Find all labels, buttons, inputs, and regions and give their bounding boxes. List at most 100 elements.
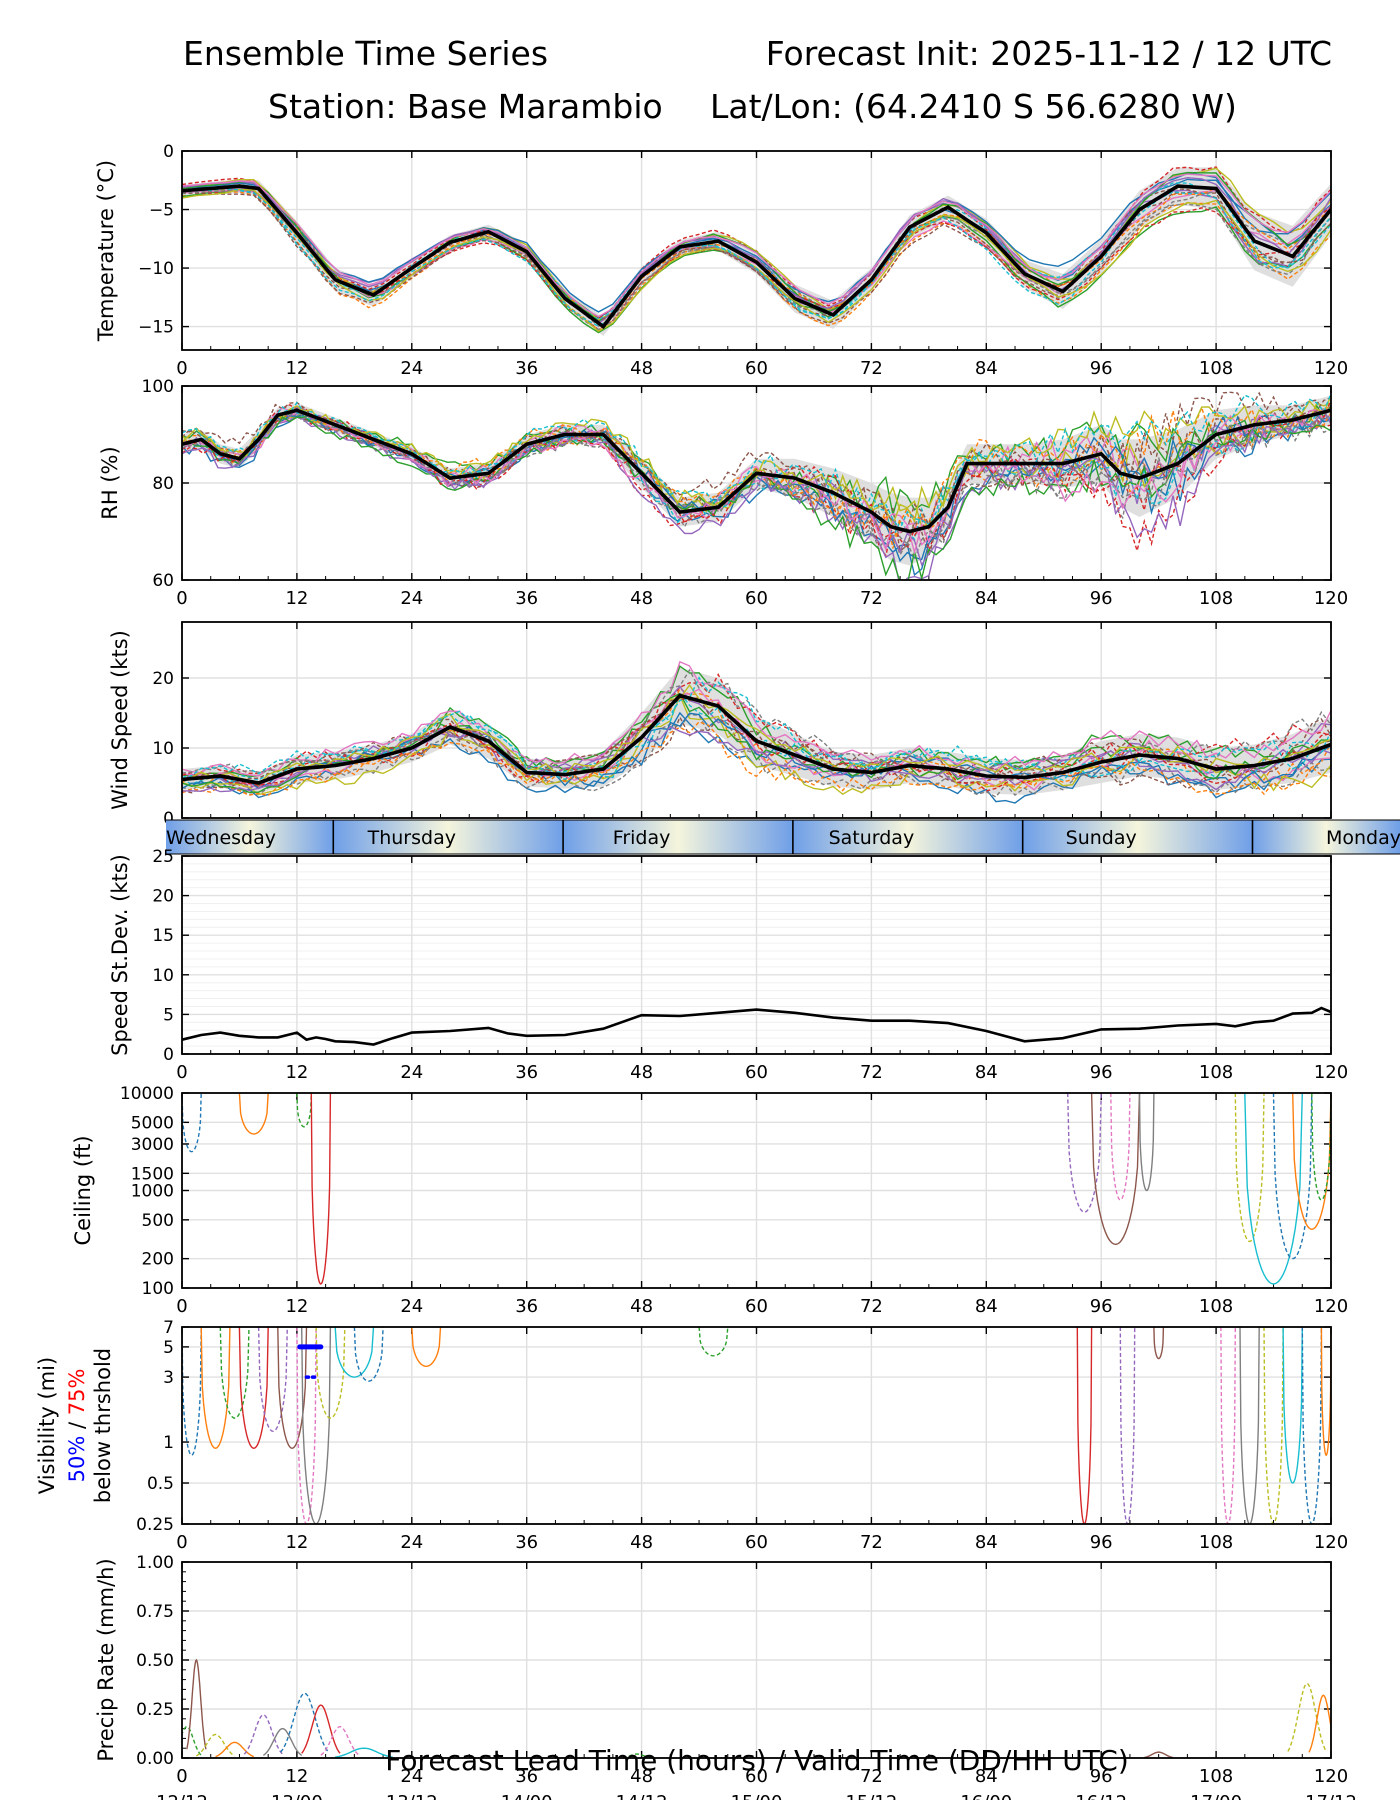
day-label: Monday — [1326, 827, 1400, 849]
wind_speed-member-line — [182, 683, 1331, 786]
x-tick-label: 48 — [630, 1766, 653, 1787]
y-tick-label: 1.00 — [136, 1553, 174, 1573]
x-tick-label: 0 — [176, 1766, 187, 1787]
valid-time-label: 13/12 — [386, 1792, 438, 1800]
y-tick-label: 0.25 — [136, 1700, 174, 1720]
valid-time-label: 14/00 — [501, 1792, 553, 1800]
valid-time-label: 16/12 — [1075, 1792, 1127, 1800]
day-segment — [792, 820, 1023, 854]
x-tick-label: 48 — [630, 1062, 653, 1083]
x-tick-label: 108 — [1199, 588, 1233, 609]
x-tick-label: 0 — [176, 1296, 187, 1317]
y-tick-label: 20 — [152, 887, 174, 907]
temperature-member-line — [182, 186, 1331, 324]
panel-temperature: 0−5−10−150 12 24 36 48 60 72 84 96 108 120Temperat… — [94, 142, 1348, 379]
visibility-plot-area — [182, 1327, 1331, 1524]
x-tick-label: 48 — [630, 358, 653, 379]
precip-plot-area — [182, 1658, 1331, 1758]
x-tick-label: 12 — [285, 1062, 308, 1083]
y-tick-label: 0 — [163, 142, 174, 162]
panel-speed-stdev: 0 5 10 15 20 25 0 12 24 36 48 60 72 84 96 108 120 Speed S… — [108, 847, 1348, 1083]
x-tick-label: 84 — [975, 1766, 998, 1787]
visibility-member-event — [698, 1327, 729, 1357]
y-tick-label: 1000 — [131, 1182, 174, 1202]
y-tick-label: 500 — [142, 1211, 174, 1231]
wind_speed-member-line — [182, 672, 1331, 779]
visibility-member-event — [1301, 1327, 1323, 1524]
valid-time-label: 12/12 — [156, 1792, 208, 1800]
x-tick-label: 12 — [285, 1532, 308, 1553]
ceiling-member-event — [1138, 1093, 1155, 1192]
x-tick-label: 108 — [1199, 358, 1233, 379]
ceiling-member-event — [182, 1093, 202, 1153]
y-tick-label: 100 — [142, 377, 174, 397]
day-segment — [166, 820, 334, 854]
precip-member-event — [320, 1725, 360, 1756]
speed-stdev-line — [181, 1006, 1332, 1046]
rh-member-line — [182, 391, 1331, 534]
rh-member-line — [182, 395, 1331, 524]
y-tick-label: 10 — [152, 966, 174, 986]
y-tick-label: −5 — [149, 201, 174, 221]
y-tick-label: −10 — [138, 259, 174, 279]
precip-member-event — [301, 1704, 341, 1754]
x-tick-label: 24 — [400, 1062, 423, 1083]
day-segment — [333, 820, 564, 854]
x-tick-label: 60 — [745, 1766, 768, 1787]
x-tick-label: 60 — [745, 1296, 768, 1317]
y-tick-label: 5000 — [131, 1113, 174, 1133]
visibility-member-event — [315, 1327, 346, 1419]
ceiling-member-event — [1110, 1093, 1131, 1201]
panel-frame — [181, 1092, 1332, 1289]
x-tick-label: 96 — [1090, 1532, 1113, 1553]
title-right: Forecast Init: 2025-11-12 / 12 UTC — [766, 34, 1332, 73]
y-axis-label: Temperature (°C) — [94, 160, 118, 342]
wind_speed-member-line — [182, 696, 1331, 785]
precip-member-event — [1287, 1682, 1327, 1752]
ceiling-member-event — [310, 1093, 332, 1285]
x-tick-label: 72 — [860, 1296, 883, 1317]
y-axis-label-percent: 50% / 75% — [65, 1369, 89, 1483]
valid-time-label: 15/00 — [731, 1792, 783, 1800]
day-segment — [1022, 820, 1253, 854]
x-tick-label: 12 — [285, 588, 308, 609]
label-sep: / — [65, 1415, 89, 1435]
panel-wind_speed: 0102001224364860728496108120Wind Speed (… — [108, 621, 1348, 847]
x-tick-label: 120 — [1314, 588, 1348, 609]
x-tick-label: 108 — [1199, 1766, 1233, 1787]
y-tick-label: 200 — [142, 1250, 174, 1270]
x-tick-label: 96 — [1090, 358, 1113, 379]
y-axis-label: Speed St.Dev. (kts) — [108, 854, 132, 1056]
precip-member-event — [1308, 1694, 1331, 1753]
y-tick-label: 25 — [152, 847, 174, 867]
visibility-member-event — [301, 1327, 332, 1524]
ceiling-member-event — [296, 1093, 312, 1128]
y-tick-label: 80 — [152, 474, 174, 494]
precip-member-event — [182, 1725, 202, 1756]
x-tick-label: 108 — [1199, 1532, 1233, 1553]
label-50pct: 50% — [65, 1436, 89, 1483]
panel-frame — [181, 1561, 1332, 1759]
rh-ensemble-mean — [182, 408, 1331, 534]
visibility-member-event — [411, 1327, 442, 1368]
y-tick-label: 5 — [163, 1005, 174, 1025]
visibility-member-event — [334, 1327, 375, 1378]
x-tick-label: 48 — [630, 588, 653, 609]
ceiling-member-event — [1244, 1093, 1303, 1285]
precip-member-event — [262, 1727, 303, 1756]
visibility-member-event — [1263, 1327, 1284, 1524]
wind_speed-member-line — [182, 660, 1331, 777]
title-left: Ensemble Time Series — [183, 34, 548, 73]
day-label: Saturday — [829, 827, 915, 849]
precip-member-event — [280, 1692, 330, 1753]
temperature-member-line — [182, 176, 1331, 325]
x-tick-label: 120 — [1314, 1062, 1348, 1083]
x-tick-label: 0 — [176, 588, 187, 609]
panel-frame — [181, 1326, 1332, 1525]
y-tick-label: 10000 — [120, 1084, 174, 1104]
y-tick-label: 7 — [163, 1318, 174, 1338]
chart-panels: 0−5−10−150 12 24 36 48 60 72 84 96 108 120Temperat… — [35, 142, 1400, 1800]
x-tick-label: 120 — [1314, 1766, 1348, 1787]
